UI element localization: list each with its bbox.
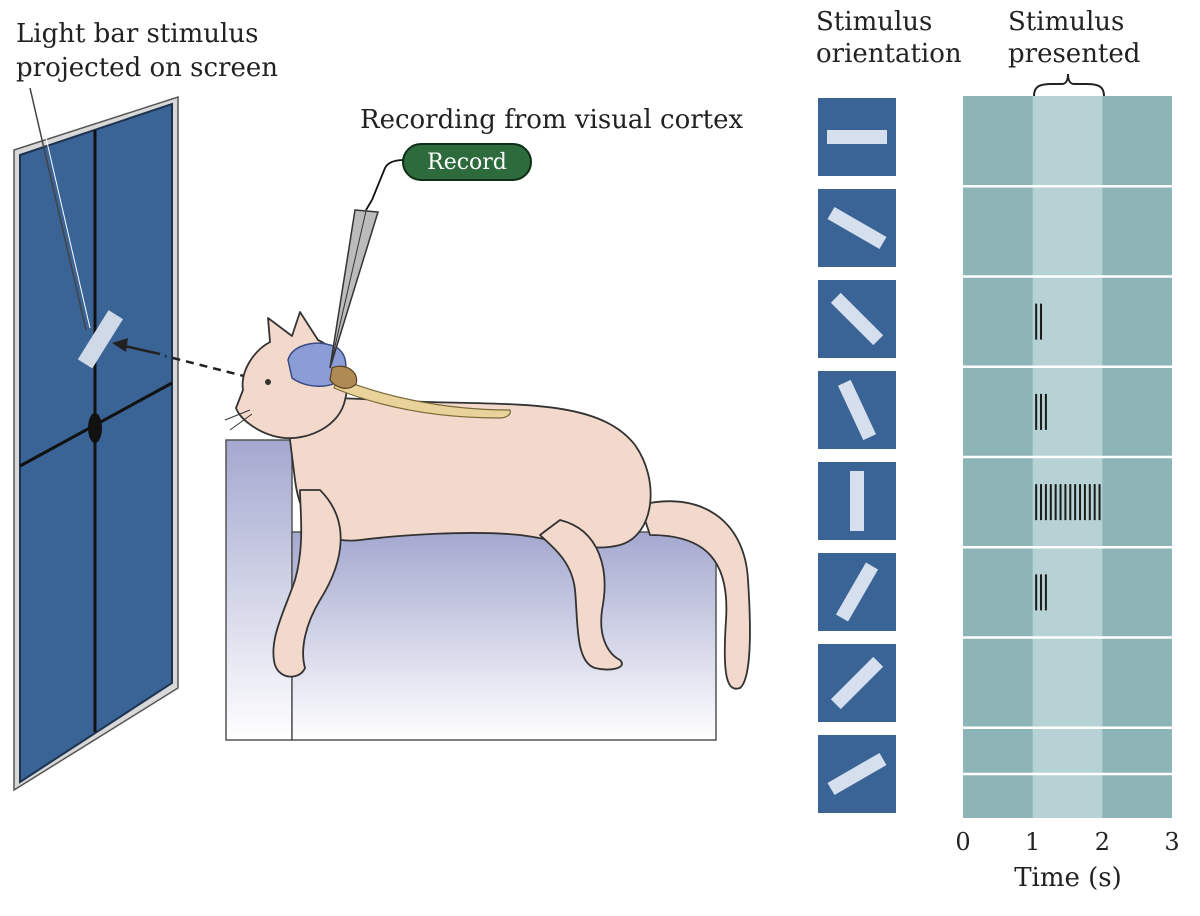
record-button-label: Record	[427, 150, 507, 175]
light-bar-icon	[827, 130, 887, 144]
light-bar-icon	[830, 656, 884, 710]
stimulus-brace	[1033, 73, 1105, 97]
light-bar-icon	[827, 206, 887, 250]
orientation-label-line2: orientation	[816, 39, 962, 69]
stimulus-leader-line	[29, 87, 87, 331]
x-tick-label: 0	[955, 828, 970, 856]
cat-illustration	[224, 311, 751, 690]
orientation-icon	[818, 462, 896, 540]
light-bar-icon	[827, 752, 887, 796]
orientation-label-line1: Stimulus	[816, 7, 932, 37]
orientation-column	[818, 98, 896, 813]
light-bar-icon	[835, 562, 879, 622]
presented-label-line2: presented	[1008, 39, 1140, 69]
gaze-dashed-line	[164, 354, 249, 379]
light-bar-icon	[837, 379, 877, 441]
fixation-dot-icon	[88, 413, 102, 443]
x-axis-label: Time (s)	[1014, 863, 1122, 893]
stimulus-label-line2: projected on screen	[16, 53, 278, 83]
orientation-icon	[818, 371, 896, 449]
projection-screen	[13, 95, 179, 792]
orientation-icon	[818, 735, 896, 813]
light-bar-icon	[850, 471, 864, 531]
light-bar-icon	[77, 310, 124, 369]
electrode-icon	[329, 159, 405, 369]
orientation-icon	[818, 553, 896, 631]
orientation-icon	[818, 280, 896, 358]
arrow-head-icon	[112, 338, 128, 352]
stimulus-label-line1: Light bar stimulus	[16, 19, 258, 49]
light-bar-icon	[830, 292, 884, 346]
x-tick-label: 2	[1095, 828, 1110, 856]
table	[225, 439, 717, 741]
recording-label: Recording from visual cortex	[360, 105, 743, 135]
orientation-icon	[818, 189, 896, 267]
raster-plot: 0 1 2 3	[955, 96, 1180, 856]
orientation-icon	[818, 98, 896, 176]
x-tick-label: 3	[1164, 828, 1179, 856]
x-tick-label: 1	[1025, 828, 1040, 856]
orientation-icon	[818, 644, 896, 722]
presented-label-line1: Stimulus	[1008, 7, 1124, 37]
spinal-cord-icon	[333, 377, 511, 419]
record-button[interactable]: Record	[402, 143, 532, 181]
